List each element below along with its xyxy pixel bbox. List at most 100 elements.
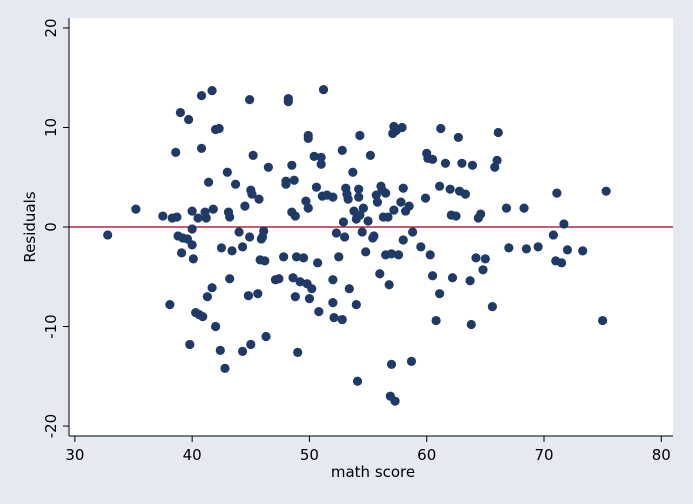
data-point [351, 300, 361, 310]
x-tick-label: 60 [417, 446, 436, 464]
data-point [521, 244, 532, 254]
data-point [375, 269, 385, 279]
data-point [398, 183, 408, 193]
x-tick-label: 30 [65, 446, 84, 464]
data-point [253, 289, 263, 299]
data-point [303, 203, 313, 213]
data-point [225, 274, 235, 284]
data-point [230, 179, 241, 189]
data-point [355, 130, 365, 141]
data-point [211, 321, 221, 332]
data-point [440, 158, 451, 168]
data-point [184, 114, 194, 125]
y-tick-label: 20 [42, 18, 60, 37]
data-point [556, 258, 567, 268]
data-point [227, 246, 237, 256]
data-point [260, 256, 270, 266]
data-point [480, 254, 490, 264]
data-point [187, 224, 197, 234]
data-point [396, 197, 406, 207]
data-point [203, 177, 214, 187]
data-point [237, 242, 248, 252]
data-point [451, 211, 461, 221]
data-point [176, 248, 187, 258]
x-axis-title: math score [331, 463, 415, 481]
data-point [381, 188, 391, 198]
data-point [383, 212, 393, 222]
data-point [445, 184, 455, 194]
data-point [240, 201, 250, 211]
data-point [344, 284, 354, 294]
data-point [492, 155, 502, 165]
data-point [404, 201, 414, 211]
data-point [131, 204, 141, 214]
data-point [493, 127, 503, 138]
data-point [283, 94, 293, 104]
data-point [318, 85, 329, 95]
data-points [103, 85, 611, 406]
data-point [193, 213, 203, 223]
data-point [337, 145, 347, 155]
data-point [355, 210, 365, 220]
x-tick-label: 40 [183, 446, 202, 464]
data-point [214, 123, 224, 134]
data-point [254, 194, 264, 204]
data-point [245, 95, 255, 105]
data-point [165, 300, 175, 310]
data-point [390, 396, 400, 406]
data-point [103, 230, 113, 240]
data-point [435, 181, 445, 191]
data-point [263, 162, 273, 172]
data-point [309, 151, 319, 161]
data-point [389, 205, 399, 215]
data-point [207, 283, 217, 293]
data-point [552, 188, 562, 198]
data-point [316, 159, 326, 169]
data-point [466, 319, 476, 330]
data-point [578, 246, 588, 256]
data-point [490, 162, 500, 172]
data-point [471, 253, 481, 263]
data-point [328, 192, 338, 202]
data-point [245, 232, 255, 242]
data-point [225, 212, 235, 222]
data-point [307, 284, 317, 294]
data-point [369, 231, 379, 241]
data-point [208, 204, 218, 214]
data-point [393, 250, 404, 260]
data-point [519, 203, 529, 213]
x-tick-label: 70 [534, 446, 553, 464]
data-point [354, 192, 364, 202]
data-point [328, 275, 338, 285]
data-point [215, 345, 225, 356]
data-point [504, 243, 514, 253]
data-point [216, 243, 227, 253]
data-point [196, 91, 207, 101]
data-point [478, 265, 488, 275]
x-tick-label: 80 [652, 446, 671, 464]
data-point [313, 258, 323, 268]
data-point [453, 132, 463, 143]
data-point [340, 232, 350, 242]
data-point [431, 315, 441, 326]
data-point [601, 186, 611, 196]
data-point [207, 86, 217, 96]
data-point [487, 302, 497, 312]
data-point [185, 339, 195, 350]
data-point [425, 250, 435, 260]
data-point [198, 311, 208, 322]
data-point [274, 274, 284, 284]
data-point [548, 230, 558, 240]
data-point [559, 219, 569, 229]
data-point [298, 253, 309, 263]
data-point [279, 252, 289, 262]
data-point [259, 226, 269, 236]
data-point [237, 346, 248, 356]
data-point [334, 252, 344, 262]
data-point [338, 217, 349, 227]
y-tick-label: -20 [42, 414, 60, 439]
data-point [562, 245, 573, 255]
data-point [436, 123, 446, 134]
data-point [202, 292, 212, 302]
